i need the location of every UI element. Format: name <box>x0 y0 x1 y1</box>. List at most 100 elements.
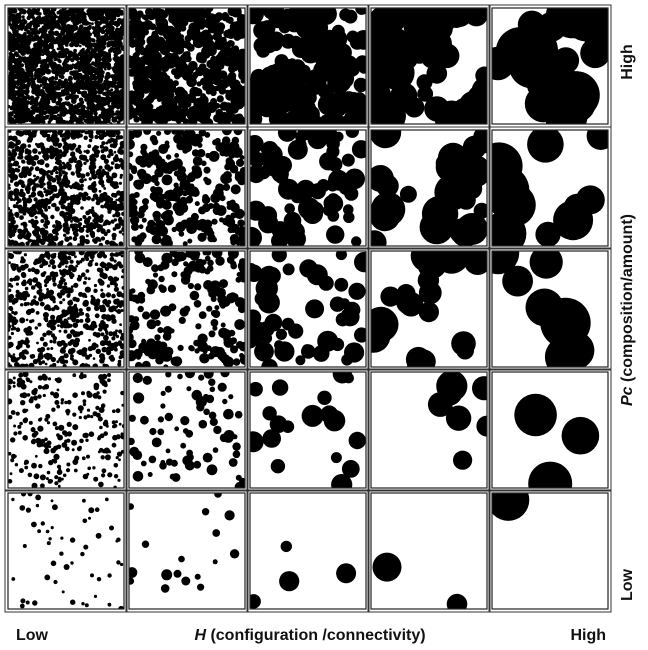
habitat-patch <box>45 252 51 258</box>
habitat-patch <box>94 284 97 287</box>
habitat-patch <box>24 264 29 269</box>
habitat-patch <box>107 284 110 287</box>
habitat-patch <box>78 185 83 190</box>
habitat-patch <box>291 190 304 203</box>
habitat-patch <box>21 19 27 25</box>
habitat-patch <box>88 27 91 30</box>
habitat-patch <box>165 141 170 146</box>
habitat-patch <box>101 306 106 311</box>
habitat-patch <box>35 38 38 41</box>
habitat-patch <box>53 282 57 286</box>
habitat-patch <box>172 356 182 366</box>
habitat-patch <box>20 173 23 176</box>
habitat-patch <box>58 33 63 38</box>
habitat-patch <box>30 354 33 357</box>
habitat-patch <box>105 59 109 63</box>
habitat-patch <box>324 195 340 211</box>
habitat-patch <box>84 323 89 328</box>
habitat-patch <box>11 311 14 314</box>
habitat-patch <box>72 359 78 365</box>
habitat-patch <box>207 234 215 242</box>
habitat-patch <box>83 150 86 153</box>
habitat-patch <box>96 201 101 206</box>
habitat-patch <box>105 330 108 333</box>
habitat-patch <box>69 273 74 278</box>
habitat-patch <box>15 111 19 115</box>
habitat-patch <box>13 161 19 167</box>
habitat-patch <box>27 16 31 20</box>
habitat-patch <box>91 234 96 239</box>
habitat-patch <box>436 152 466 182</box>
habitat-patch <box>180 197 188 205</box>
habitat-patch <box>69 43 72 46</box>
habitat-patch <box>342 114 360 132</box>
habitat-patch <box>171 53 179 61</box>
habitat-patch <box>90 74 96 80</box>
habitat-patch <box>138 296 145 303</box>
habitat-patch <box>15 183 19 187</box>
habitat-patch <box>109 82 112 85</box>
habitat-patch <box>94 62 99 67</box>
habitat-patch <box>39 264 43 268</box>
habitat-patch <box>33 295 36 298</box>
habitat-patch <box>208 290 216 298</box>
habitat-patch <box>21 273 26 278</box>
habitat-patch <box>81 40 86 45</box>
habitat-patch <box>106 229 110 233</box>
habitat-patch <box>84 254 89 259</box>
habitat-patch <box>188 283 194 289</box>
habitat-patch <box>213 206 222 215</box>
habitat-patch <box>64 194 67 197</box>
habitat-patch <box>119 305 122 308</box>
habitat-patch <box>206 89 212 95</box>
habitat-patch <box>235 171 242 178</box>
habitat-patch <box>138 306 144 312</box>
habitat-patch <box>118 116 123 121</box>
habitat-patch <box>18 55 21 58</box>
habitat-patch <box>62 312 68 318</box>
habitat-patch <box>12 80 15 83</box>
habitat-patch <box>215 66 221 72</box>
habitat-patch <box>11 328 14 331</box>
habitat-patch <box>48 264 51 267</box>
habitat-patch <box>89 223 95 229</box>
habitat-patch <box>36 176 40 180</box>
habitat-patch <box>96 70 100 74</box>
habitat-patch <box>61 167 64 170</box>
habitat-patch <box>133 180 141 188</box>
habitat-patch <box>67 82 71 86</box>
habitat-patch <box>72 72 77 77</box>
habitat-patch <box>191 13 201 23</box>
habitat-patch <box>45 353 51 359</box>
habitat-patch <box>31 181 34 184</box>
habitat-patch <box>35 166 40 171</box>
habitat-patch <box>152 57 158 63</box>
habitat-patch <box>104 93 107 96</box>
habitat-patch <box>73 236 78 241</box>
habitat-patch <box>50 347 53 350</box>
habitat-patch <box>23 222 27 226</box>
habitat-patch <box>91 97 97 103</box>
habitat-patch <box>232 95 238 101</box>
habitat-patch <box>143 257 153 267</box>
habitat-patch <box>130 216 139 225</box>
habitat-patch <box>106 87 109 90</box>
habitat-patch <box>91 9 95 13</box>
habitat-patch <box>147 220 155 228</box>
habitat-patch <box>60 325 63 328</box>
habitat-patch <box>211 219 217 225</box>
habitat-patch <box>92 238 96 242</box>
landscape-map <box>126 4 249 128</box>
habitat-patch <box>120 174 123 177</box>
habitat-patch <box>78 222 82 226</box>
habitat-patch <box>118 218 123 223</box>
habitat-patch <box>44 190 47 193</box>
habitat-patch <box>160 24 167 31</box>
habitat-patch <box>167 60 176 69</box>
habitat-patch <box>380 22 398 40</box>
habitat-patch <box>91 103 96 108</box>
habitat-patch <box>11 91 14 94</box>
habitat-patch <box>111 220 115 224</box>
habitat-patch <box>52 53 58 59</box>
habitat-patch <box>183 261 188 266</box>
